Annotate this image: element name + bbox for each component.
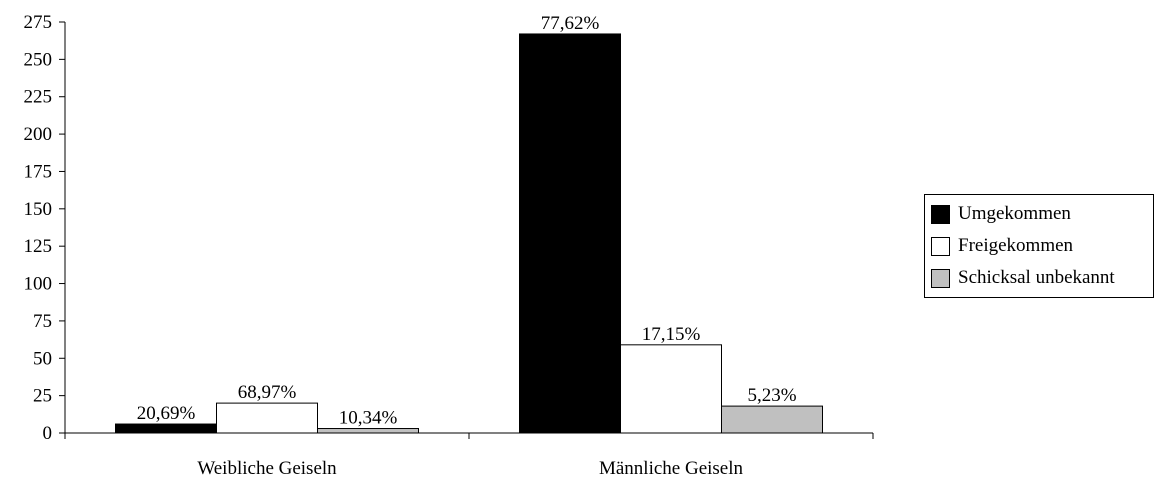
- data-label: 5,23%: [747, 385, 796, 406]
- bar: [721, 405, 823, 434]
- data-label: 10,34%: [339, 408, 398, 429]
- data-label: 17,15%: [642, 324, 701, 345]
- bar: [620, 344, 722, 434]
- y-tick-label: 250: [24, 49, 53, 70]
- legend-label-umgekommen: Umgekommen: [958, 203, 1071, 224]
- y-axis: 0 25 50 75 100 125 150 175 200 225 250 275: [24, 12, 66, 444]
- y-tick-label: 100: [24, 274, 53, 295]
- legend-label-freigekommen: Freigekommen: [958, 235, 1074, 256]
- x-tick-label: Weibliche Geiseln: [197, 458, 337, 477]
- x-axis: Weibliche Geiseln Männliche Geiseln: [64, 432, 874, 477]
- bar: [519, 33, 621, 434]
- y-tick-label: 275: [24, 12, 53, 33]
- bar: [216, 402, 318, 434]
- legend: Umgekommen Freigekommen Schicksal unbeka…: [924, 194, 1154, 298]
- data-labels: 20,69% 68,97% 10,34% 77,62% 17,15% 5,23%: [137, 13, 797, 429]
- y-tick-label: 0: [43, 423, 53, 444]
- data-label: 68,97%: [238, 382, 297, 403]
- bar: [317, 428, 419, 434]
- y-tick-label: 225: [24, 87, 53, 108]
- legend-swatch-schicksal-unbekannt: [931, 268, 950, 288]
- x-tick-label: Männliche Geiseln: [599, 458, 744, 477]
- data-label: 77,62%: [541, 13, 600, 34]
- legend-label-schicksal-unbekannt: Schicksal unbekannt: [958, 267, 1115, 288]
- legend-item-freigekommen: Freigekommen: [931, 235, 1073, 257]
- y-tick-label: 150: [24, 199, 53, 220]
- y-tick-label: 50: [33, 348, 52, 369]
- legend-item-umgekommen: Umgekommen: [931, 203, 1071, 225]
- bar: [115, 423, 217, 434]
- y-tick-label: 125: [24, 236, 53, 257]
- y-tick-label: 175: [24, 161, 53, 182]
- legend-swatch-umgekommen: [931, 204, 950, 224]
- data-label: 20,69%: [137, 403, 196, 424]
- bars: [115, 33, 823, 434]
- legend-swatch-freigekommen: [931, 236, 950, 256]
- y-tick-label: 75: [33, 311, 52, 332]
- y-tick-label: 25: [33, 386, 52, 407]
- legend-item-schicksal-unbekannt: Schicksal unbekannt: [931, 267, 1115, 289]
- y-tick-label: 200: [24, 124, 53, 145]
